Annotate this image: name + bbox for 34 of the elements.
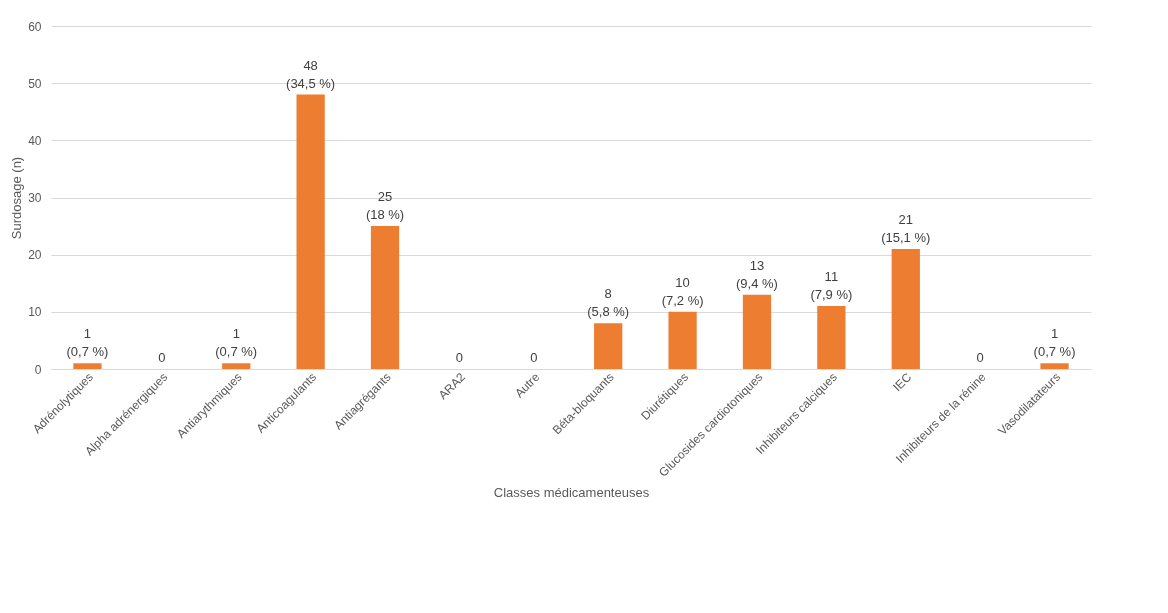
y-axis-title: Surdosage (n) (9, 156, 25, 240)
data-label: 0 (158, 350, 166, 365)
data-label: 0 (530, 350, 538, 365)
bar (296, 94, 325, 369)
bar (73, 363, 102, 369)
x-axis-title: Classes médicamenteuses (493, 484, 650, 500)
bar (370, 226, 400, 369)
data-label: 25 (18 %) (365, 189, 405, 223)
bar (668, 311, 697, 369)
data-label: 0 (976, 350, 984, 365)
data-label: 21 (15,1 %) (881, 211, 931, 245)
y-tick-label: 20 (28, 248, 42, 263)
y-tick-label: 0 (34, 362, 42, 377)
bar (222, 363, 251, 369)
data-label: 13 (9,4 %) (736, 257, 778, 291)
data-label: 8 (5,8 %) (587, 286, 630, 320)
data-label: 48 (34,5 %) (286, 57, 336, 91)
data-label: 1 (0,7 %) (66, 326, 109, 360)
bar (891, 248, 920, 369)
bar (594, 323, 623, 369)
y-tick-label: 60 (28, 19, 42, 34)
data-label: 0 (455, 350, 464, 365)
bar (817, 306, 846, 369)
bar (1040, 363, 1069, 369)
y-tick-label: 30 (28, 191, 42, 205)
y-tick-label: 50 (28, 76, 42, 91)
data-label: 11 (7,9 %) (810, 269, 853, 303)
y-tick-label: 10 (28, 305, 42, 320)
data-label: 1 (0,7 %) (215, 326, 258, 360)
data-label: 10 (7,2 %) (661, 274, 704, 308)
bar (742, 294, 772, 369)
y-tick-label: 40 (28, 133, 42, 148)
x-tick-label: IEC (890, 369, 915, 395)
data-label: 1 (0,7 %) (1033, 326, 1076, 360)
